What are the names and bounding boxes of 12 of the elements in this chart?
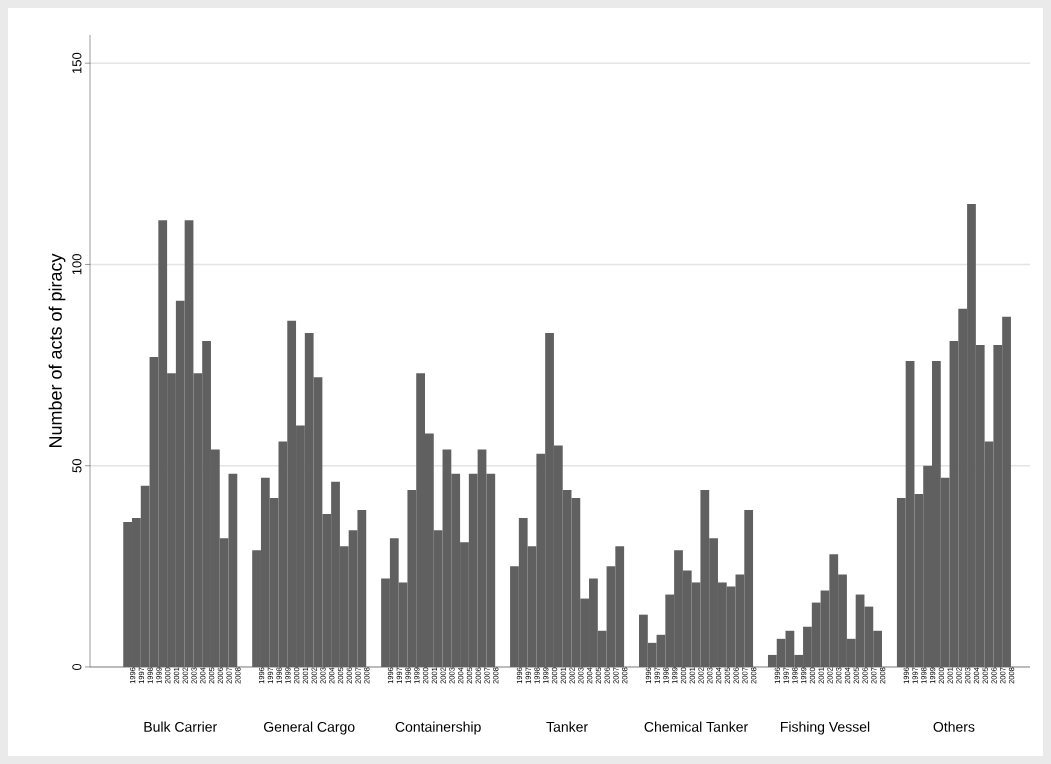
y-tick-label: 50 <box>72 459 82 473</box>
y-axis-title: Number of acts of piracy <box>48 253 66 448</box>
x-tick-label: Tanker <box>546 721 588 732</box>
x-tick-label: Fishing Vessel <box>780 721 870 735</box>
x-tick-label: Others <box>933 721 975 732</box>
x-tick-label: Bulk Carrier <box>144 721 217 732</box>
x-tick-label: Chemical Tanker <box>644 721 748 732</box>
x-tick-label: General Cargo <box>264 721 355 735</box>
y-tick-label: 150 <box>72 52 82 74</box>
x-tick-label: Containership <box>395 721 481 735</box>
y-tick-label: 0 <box>72 663 82 671</box>
y-tick-label: 100 <box>72 254 82 275</box>
